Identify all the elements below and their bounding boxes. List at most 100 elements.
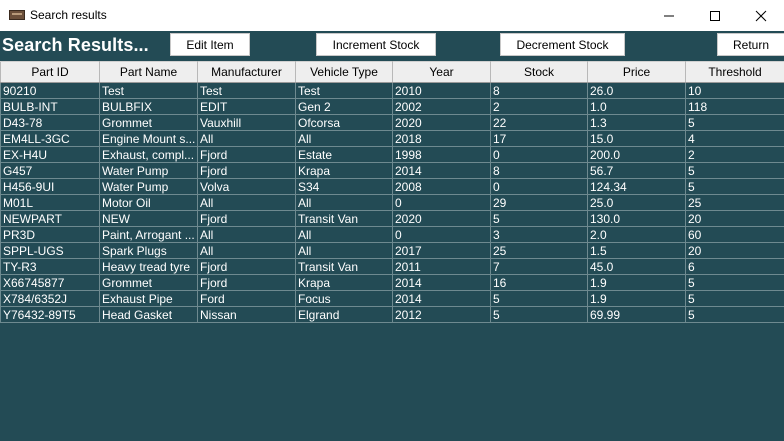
table-row[interactable]: 90210 Test Test Test 2010 8 26.0 10 (0, 82, 784, 99)
table-cell[interactable]: 1.3 (587, 114, 686, 131)
table-cell[interactable]: Test (295, 82, 393, 99)
table-cell[interactable]: Ford (197, 290, 296, 307)
table-cell[interactable]: Fjord (197, 146, 296, 163)
table-cell[interactable]: BULBFIX (99, 98, 198, 115)
table-cell[interactable]: 200.0 (587, 146, 686, 163)
table-cell[interactable]: 130.0 (587, 210, 686, 227)
table-cell[interactable]: 1998 (392, 146, 491, 163)
table-cell[interactable]: EM4LL-3GC (0, 130, 100, 147)
column-header[interactable]: Year (392, 61, 491, 83)
table-cell[interactable]: 2012 (392, 306, 491, 323)
table-cell[interactable]: 0 (490, 146, 588, 163)
table-cell[interactable]: 2014 (392, 274, 491, 291)
table-cell[interactable]: 22 (490, 114, 588, 131)
table-cell[interactable]: Exhaust, compl... (99, 146, 198, 163)
table-row[interactable]: BULB-INT BULBFIX EDIT Gen 2 2002 2 1.0 118 (0, 98, 784, 115)
table-cell[interactable]: Grommet (99, 114, 198, 131)
table-cell[interactable]: Focus (295, 290, 393, 307)
table-cell[interactable]: 10 (685, 82, 784, 99)
table-cell[interactable]: D43-78 (0, 114, 100, 131)
table-cell[interactable]: 5 (685, 290, 784, 307)
table-cell[interactable]: 5 (490, 306, 588, 323)
column-header[interactable]: Manufacturer (197, 61, 296, 83)
table-cell[interactable]: 2014 (392, 162, 491, 179)
table-cell[interactable]: 25.0 (587, 194, 686, 211)
table-cell[interactable]: Water Pump (99, 178, 198, 195)
table-cell[interactable]: Vauxhill (197, 114, 296, 131)
table-row[interactable]: PR3D Paint, Arrogant ... All All 0 3 2.0 60 (0, 226, 784, 243)
table-cell[interactable]: Test (197, 82, 296, 99)
table-cell[interactable]: 0 (392, 194, 491, 211)
table-cell[interactable]: All (197, 242, 296, 259)
table-cell[interactable]: Transit Van (295, 210, 393, 227)
table-cell[interactable]: Fjord (197, 274, 296, 291)
column-header[interactable]: Part Name (99, 61, 198, 83)
table-cell[interactable]: All (197, 226, 296, 243)
table-cell[interactable]: 118 (685, 98, 784, 115)
table-row[interactable]: X66745877 Grommet Fjord Krapa 2014 16 1.9 5 (0, 274, 784, 291)
table-cell[interactable]: 2020 (392, 114, 491, 131)
table-cell[interactable]: 90210 (0, 82, 100, 99)
table-cell[interactable]: EDIT (197, 98, 296, 115)
table-cell[interactable]: Grommet (99, 274, 198, 291)
table-cell[interactable]: 26.0 (587, 82, 686, 99)
table-cell[interactable]: M01L (0, 194, 100, 211)
table-row[interactable]: Y76432-89T5 Head Gasket Nissan Elgrand 2012 5… (0, 306, 784, 323)
table-cell[interactable]: 2.0 (587, 226, 686, 243)
table-cell[interactable]: 2014 (392, 290, 491, 307)
table-cell[interactable]: 16 (490, 274, 588, 291)
table-cell[interactable]: All (197, 194, 296, 211)
increment-stock-button[interactable]: Increment Stock (316, 33, 436, 56)
table-cell[interactable]: Volva (197, 178, 296, 195)
table-cell[interactable]: SPPL-UGS (0, 242, 100, 259)
column-header[interactable]: Vehicle Type (295, 61, 393, 83)
table-cell[interactable]: 0 (392, 226, 491, 243)
table-cell[interactable]: Gen 2 (295, 98, 393, 115)
table-cell[interactable]: 8 (490, 82, 588, 99)
table-cell[interactable]: NEWPART (0, 210, 100, 227)
table-cell[interactable]: Heavy tread tyre (99, 258, 198, 275)
table-cell[interactable]: All (295, 130, 393, 147)
table-cell[interactable]: 56.7 (587, 162, 686, 179)
table-cell[interactable]: 20 (685, 242, 784, 259)
table-cell[interactable]: 2011 (392, 258, 491, 275)
table-cell[interactable]: 5 (685, 162, 784, 179)
return-button[interactable]: Return (717, 33, 784, 56)
table-cell[interactable]: 2010 (392, 82, 491, 99)
table-cell[interactable]: All (197, 130, 296, 147)
table-row[interactable]: EX-H4U Exhaust, compl... Fjord Estate 1998 0 2… (0, 146, 784, 163)
table-cell[interactable]: 4 (685, 130, 784, 147)
table-cell[interactable]: 5 (685, 274, 784, 291)
table-cell[interactable]: Krapa (295, 274, 393, 291)
table-cell[interactable]: Head Gasket (99, 306, 198, 323)
table-cell[interactable]: 0 (490, 178, 588, 195)
table-cell[interactable]: 25 (685, 194, 784, 211)
table-row[interactable]: SPPL-UGS Spark Plugs All All 2017 25 1.5 20 (0, 242, 784, 259)
table-cell[interactable]: Test (99, 82, 198, 99)
table-cell[interactable]: All (295, 242, 393, 259)
table-cell[interactable]: Engine Mount s... (99, 130, 198, 147)
table-cell[interactable]: 2002 (392, 98, 491, 115)
table-cell[interactable]: Fjord (197, 258, 296, 275)
table-cell[interactable]: 7 (490, 258, 588, 275)
table-cell[interactable]: Fjord (197, 162, 296, 179)
column-header[interactable]: Threshold (685, 61, 784, 83)
table-cell[interactable]: NEW (99, 210, 198, 227)
table-cell[interactable]: PR3D (0, 226, 100, 243)
table-cell[interactable]: 5 (490, 290, 588, 307)
close-button[interactable] (738, 0, 784, 31)
table-cell[interactable]: 5 (685, 178, 784, 195)
table-cell[interactable]: 2008 (392, 178, 491, 195)
table-cell[interactable]: BULB-INT (0, 98, 100, 115)
table-cell[interactable]: 124.34 (587, 178, 686, 195)
table-cell[interactable]: Fjord (197, 210, 296, 227)
table-row[interactable]: NEWPART NEW Fjord Transit Van 2020 5 130.0 20 (0, 210, 784, 227)
table-cell[interactable]: 15.0 (587, 130, 686, 147)
table-cell[interactable]: 5 (490, 210, 588, 227)
column-header[interactable]: Part ID (0, 61, 100, 83)
table-cell[interactable]: 3 (490, 226, 588, 243)
table-cell[interactable]: All (295, 226, 393, 243)
table-cell[interactable]: 2 (490, 98, 588, 115)
table-cell[interactable]: Krapa (295, 162, 393, 179)
table-row[interactable]: M01L Motor Oil All All 0 29 25.0 25 (0, 194, 784, 211)
